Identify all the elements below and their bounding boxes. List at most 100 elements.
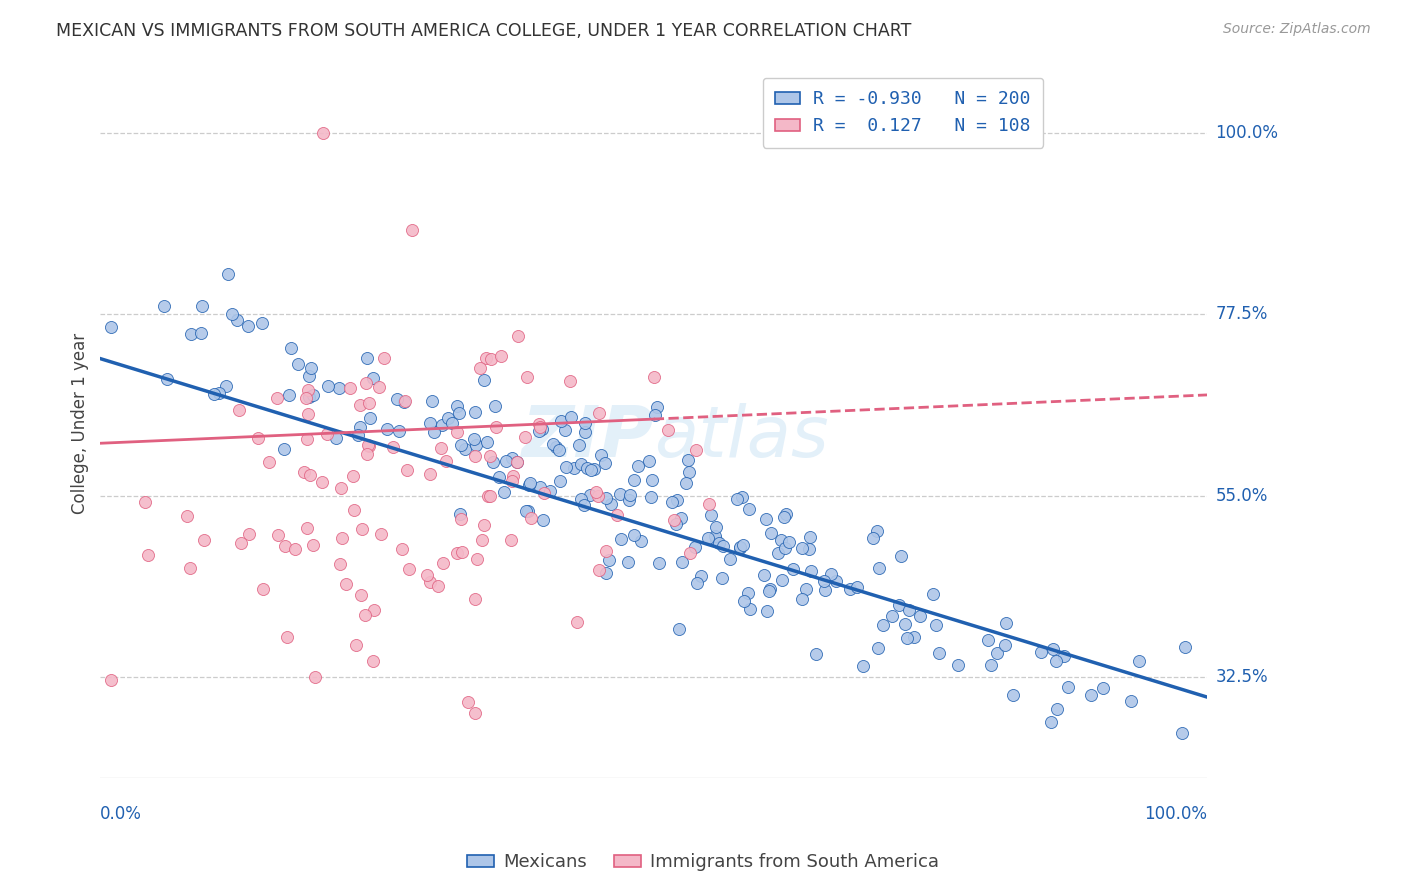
Point [1119, 693, 1142, 707]
Text: 32.5%: 32.5% [1216, 668, 1268, 686]
Point [477, 489, 499, 503]
Point [598, 553, 620, 567]
Point [359, 411, 381, 425]
Point [595, 544, 617, 558]
Point [644, 408, 666, 422]
Point [295, 432, 318, 446]
Point [287, 357, 309, 371]
Point [728, 540, 751, 554]
Point [718, 551, 741, 566]
Point [889, 598, 911, 612]
Point [896, 631, 918, 645]
Point [675, 475, 697, 490]
Point [558, 374, 581, 388]
Point [576, 461, 599, 475]
Point [595, 456, 617, 470]
Point [609, 532, 631, 546]
Point [995, 615, 1018, 630]
Point [1057, 681, 1080, 695]
Point [447, 406, 470, 420]
Point [430, 442, 453, 456]
Point [759, 582, 782, 597]
Point [475, 434, 498, 449]
Point [606, 508, 628, 523]
Point [700, 508, 723, 523]
Point [420, 394, 443, 409]
Point [238, 527, 260, 541]
Point [479, 351, 502, 366]
Point [773, 541, 796, 556]
Point [591, 448, 613, 462]
Point [731, 490, 754, 504]
Point [550, 414, 572, 428]
Point [208, 386, 231, 401]
Point [179, 561, 201, 575]
Point [488, 469, 510, 483]
Point [529, 420, 551, 434]
Point [446, 425, 468, 439]
Point [800, 564, 823, 578]
Point [583, 462, 606, 476]
Point [641, 473, 664, 487]
Point [419, 417, 441, 431]
Point [711, 571, 734, 585]
Point [479, 489, 502, 503]
Point [866, 524, 889, 538]
Point [350, 588, 373, 602]
Point [679, 546, 702, 560]
Point [422, 425, 444, 440]
Point [790, 541, 813, 556]
Point [814, 583, 837, 598]
Point [312, 126, 335, 140]
Point [505, 455, 527, 469]
Point [489, 349, 512, 363]
Point [637, 454, 659, 468]
Point [464, 592, 486, 607]
Point [454, 442, 477, 457]
Point [758, 584, 780, 599]
Point [569, 457, 592, 471]
Point [501, 474, 523, 488]
Point [440, 417, 463, 431]
Text: 0.0%: 0.0% [100, 805, 142, 823]
Text: 100.0%: 100.0% [1216, 124, 1278, 142]
Point [297, 390, 319, 404]
Point [666, 493, 689, 508]
Point [349, 420, 371, 434]
Point [419, 575, 441, 590]
Point [297, 407, 319, 421]
Point [190, 299, 212, 313]
Point [1128, 654, 1150, 668]
Point [588, 406, 610, 420]
Point [574, 416, 596, 430]
Point [773, 510, 796, 524]
Point [316, 427, 339, 442]
Point [562, 461, 585, 475]
Point [492, 485, 515, 500]
Point [472, 372, 495, 386]
Point [363, 603, 385, 617]
Point [134, 495, 156, 509]
Point [595, 491, 617, 505]
Point [922, 587, 945, 601]
Point [339, 381, 361, 395]
Point [569, 491, 592, 506]
Point [349, 398, 371, 412]
Point [645, 401, 668, 415]
Point [470, 361, 492, 376]
Point [728, 541, 751, 556]
Point [775, 507, 797, 521]
Point [484, 399, 506, 413]
Point [202, 387, 225, 401]
Point [868, 640, 890, 655]
Point [450, 512, 472, 526]
Point [519, 475, 541, 490]
Point [153, 299, 176, 313]
Point [292, 466, 315, 480]
Point [302, 387, 325, 401]
Point [538, 483, 561, 498]
Point [513, 430, 536, 444]
Point [464, 449, 486, 463]
Point [862, 531, 884, 545]
Point [898, 603, 921, 617]
